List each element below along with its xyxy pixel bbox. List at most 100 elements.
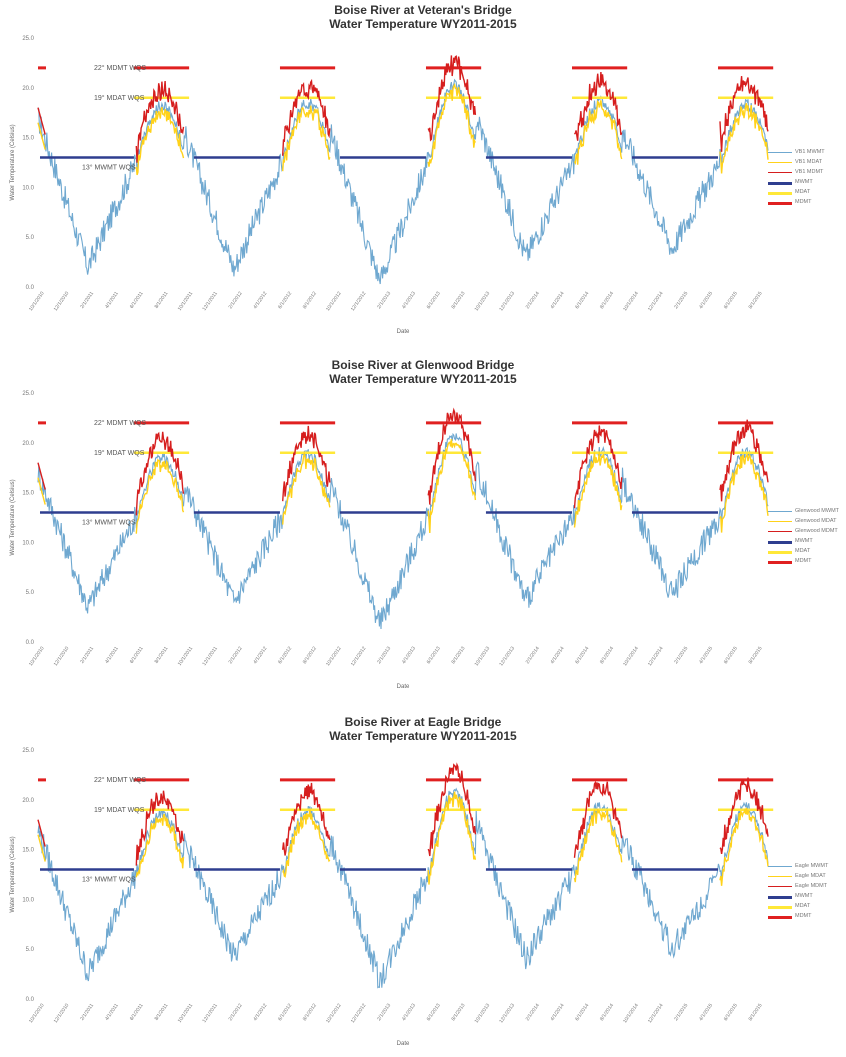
y-tick-label: 20.0 <box>22 441 34 447</box>
x-tick-label: 6/1/2013 <box>426 1003 442 1023</box>
legend-label: MDAT <box>795 548 811 554</box>
x-tick-label: 2/1/2014 <box>525 291 541 311</box>
x-tick-label: 10/1/2014 <box>622 1003 640 1025</box>
y-tick-label: 20.0 <box>22 86 34 92</box>
x-tick-label: 2/1/2013 <box>376 646 392 666</box>
chart-subtitle: Water Temperature WY2011-2015 <box>329 372 517 386</box>
x-tick-label: 12/1/2012 <box>350 646 368 668</box>
x-tick-label: 4/1/2012 <box>252 291 268 311</box>
x-tick-label: 12/1/2010 <box>53 291 71 313</box>
plot-area: 0.0 5.0 10.0 15.0 20.0 25.0 Water Temperature … <box>10 36 774 335</box>
series-mdat-line <box>427 791 477 885</box>
legend-label: VB1 MDMT <box>795 169 824 175</box>
x-axis-label: Date <box>397 684 410 690</box>
x-tick-label: 10/1/2012 <box>325 1003 343 1025</box>
x-tick-label: 2/1/2014 <box>525 1003 541 1023</box>
legend-label: MDMT <box>795 913 812 919</box>
x-tick-label: 12/1/2011 <box>201 1003 219 1025</box>
legend-label: Eagle MWMT <box>795 863 829 869</box>
y-tick-label: 25.0 <box>22 748 34 754</box>
x-tick-label: 10/1/2013 <box>474 646 492 668</box>
x-tick-label: 10/1/2012 <box>325 291 343 313</box>
series-mwmt-line <box>37 432 769 630</box>
legend-item: MWMT <box>768 537 846 547</box>
y-tick-label: 10.0 <box>22 897 34 903</box>
y-axis-label: Water Temperature (Celsius) <box>10 836 16 912</box>
series-mdat-line <box>135 458 185 534</box>
x-tick-label: 12/1/2011 <box>201 646 219 668</box>
x-tick-label: 4/1/2011 <box>104 1003 120 1022</box>
legend-item: Eagle MDMT <box>768 882 846 892</box>
x-tick-label: 12/1/2012 <box>350 291 368 313</box>
series-mdmt-line <box>573 425 623 509</box>
x-tick-label: 10/1/2010 <box>28 291 46 313</box>
x-tick-label: 6/1/2012 <box>277 1003 293 1023</box>
x-tick-label: 2/1/2012 <box>228 646 244 666</box>
series-mdat-line <box>427 439 477 534</box>
legend-label: VB1 MDAT <box>795 159 823 165</box>
x-tick-label: 12/1/2013 <box>498 646 516 668</box>
legend-item: MDAT <box>768 188 846 198</box>
x-tick-label: 6/1/2015 <box>723 646 739 666</box>
x-tick-label: 4/1/2014 <box>549 1003 565 1023</box>
legend-swatch <box>768 876 792 877</box>
x-tick-label: 12/1/2013 <box>498 1003 516 1025</box>
legend-item: VB1 MWMT <box>768 148 846 158</box>
legend-swatch <box>768 531 792 532</box>
legend-label: MWMT <box>795 538 813 544</box>
x-tick-label: 8/1/2015 <box>748 1003 764 1023</box>
y-tick-label: 15.0 <box>22 136 34 142</box>
legend-swatch <box>768 192 792 195</box>
x-tick-label: 10/1/2011 <box>177 1003 195 1025</box>
series-mdmt-line <box>427 55 477 142</box>
x-tick-label: 4/1/2015 <box>698 646 714 666</box>
series-mdmt-line <box>427 407 477 505</box>
chart-subtitle: Water Temperature WY2011-2015 <box>329 729 517 743</box>
legend-item: MDMT <box>768 198 846 208</box>
x-tick-label: 8/1/2015 <box>748 646 764 666</box>
wqs-annotation: 19° MDAT WQS <box>94 94 145 102</box>
x-tick-label: 8/1/2013 <box>450 291 466 311</box>
wqs-annotation: 22° MDMT WQS <box>94 776 146 784</box>
series-mdat-line <box>719 103 769 174</box>
legend-label: VB1 MWMT <box>795 149 825 155</box>
legend-swatch <box>768 521 792 522</box>
wqs-annotation: 13° MWMT WQS <box>82 164 136 172</box>
x-tick-label: 10/1/2014 <box>622 291 640 313</box>
x-tick-label: 8/1/2013 <box>450 646 466 666</box>
series-mdmt-line <box>427 762 477 857</box>
chart-title: Boise River at Glenwood Bridge <box>331 358 515 372</box>
legend-item: Glenwood MWMT <box>768 507 846 517</box>
plot-area: 0.0 5.0 10.0 15.0 20.0 25.0 Water Temperature … <box>10 748 774 1047</box>
legend-label: Eagle MDMT <box>795 883 828 889</box>
wqs-annotation: 13° MWMT WQS <box>82 876 136 884</box>
x-tick-label: 2/1/2012 <box>228 1003 244 1023</box>
x-tick-label: 8/1/2014 <box>599 646 615 666</box>
x-tick-label: 8/1/2013 <box>450 1003 466 1023</box>
series-mdmt-line <box>719 76 769 152</box>
legend-swatch <box>768 896 792 899</box>
series-mdmt-line <box>719 419 769 502</box>
legend-swatch <box>768 906 792 909</box>
x-tick-label: 4/1/2015 <box>698 1003 714 1023</box>
series-mdmt-line <box>37 819 46 847</box>
legend-label: Eagle MDAT <box>795 873 826 879</box>
y-tick-label: 15.0 <box>22 848 34 854</box>
x-tick-label: 2/1/2014 <box>525 646 541 666</box>
legend-item: Eagle MWMT <box>768 862 846 872</box>
x-tick-label: 6/1/2015 <box>723 1003 739 1023</box>
legend-item: MDAT <box>768 902 846 912</box>
x-tick-label: 6/1/2011 <box>129 1003 145 1022</box>
series-mdmt-line <box>282 782 331 856</box>
series-mdat-line <box>282 809 331 878</box>
plot-area: 0.0 5.0 10.0 15.0 20.0 25.0 Water Temperature … <box>10 391 774 690</box>
x-tick-label: 10/1/2010 <box>28 1003 46 1025</box>
x-tick-label: 12/1/2012 <box>350 1003 368 1025</box>
legend-swatch <box>768 541 792 544</box>
series-mwmt-line <box>37 78 769 285</box>
chart-veterans-bridge: Boise River at Veteran's Bridge Water Te… <box>0 0 846 345</box>
series-mdat-line <box>135 107 185 176</box>
x-tick-label: 10/1/2011 <box>177 291 195 313</box>
series-mdmt-line <box>282 425 331 502</box>
legend-item: MDAT <box>768 547 846 557</box>
